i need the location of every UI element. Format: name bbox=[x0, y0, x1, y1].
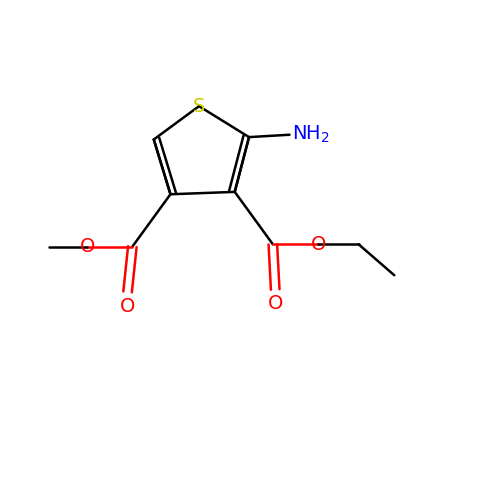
Text: NH$_2$: NH$_2$ bbox=[292, 124, 330, 146]
Text: S: S bbox=[193, 97, 205, 115]
Text: O: O bbox=[120, 297, 135, 316]
Text: O: O bbox=[80, 237, 95, 256]
Text: O: O bbox=[310, 235, 326, 254]
Text: O: O bbox=[268, 294, 283, 313]
